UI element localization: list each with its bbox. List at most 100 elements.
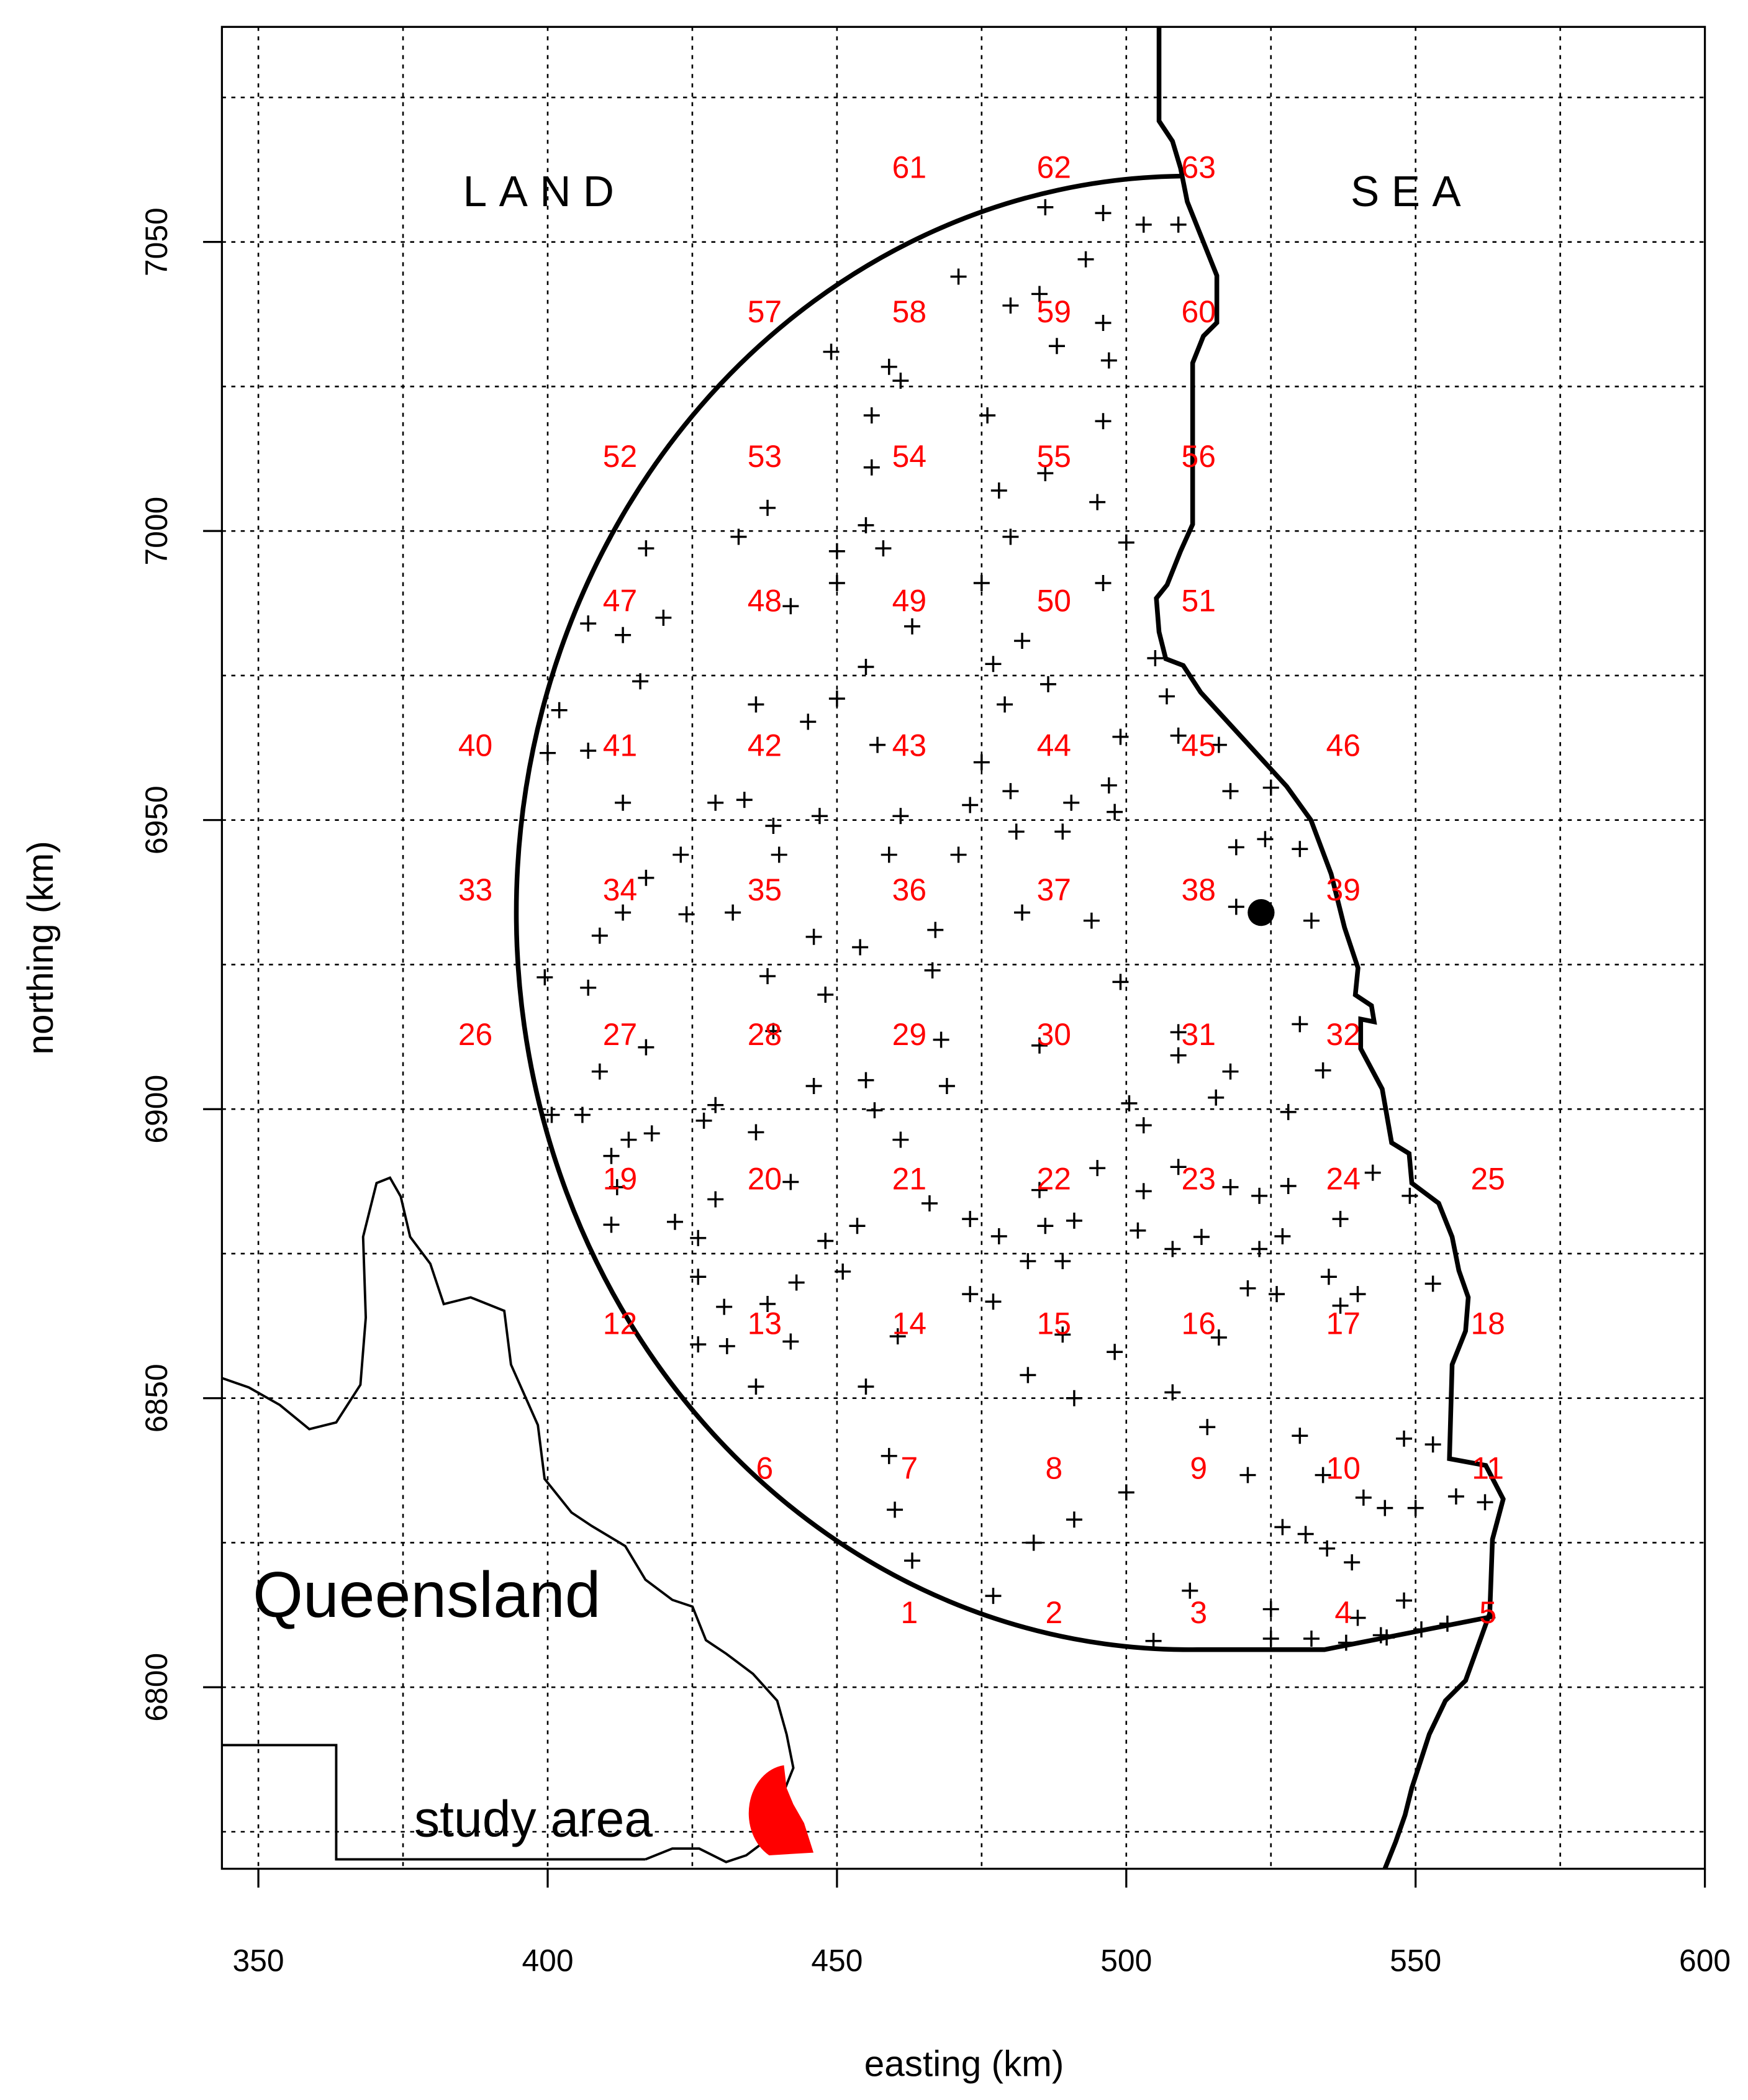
sample-point (869, 736, 886, 753)
sample-point (1199, 1419, 1216, 1436)
sample-point (1477, 1494, 1493, 1511)
sample-point (580, 742, 597, 759)
sample-point (620, 1131, 637, 1148)
sample-point (574, 1107, 591, 1123)
sample-point (962, 797, 979, 813)
sample-point (1379, 1629, 1395, 1646)
sample-point (1239, 1467, 1256, 1483)
sample-point (695, 1112, 712, 1129)
cell-label: 53 (748, 439, 782, 474)
sample-point (759, 968, 776, 985)
cell-label: 55 (1037, 439, 1071, 474)
sample-point (979, 407, 996, 423)
cell-label: 31 (1182, 1017, 1216, 1052)
sample-point (881, 358, 897, 375)
sample-point (1396, 1430, 1413, 1447)
cell-label: 45 (1182, 728, 1216, 763)
sample-point (990, 1228, 1007, 1245)
sample-point (1349, 1609, 1366, 1626)
cell-label: 30 (1037, 1017, 1071, 1052)
sample-point (933, 1031, 949, 1048)
sample-point (1338, 1634, 1354, 1651)
sample-point (716, 1298, 733, 1315)
sample-point (1332, 1211, 1349, 1228)
sample-point (1257, 831, 1274, 848)
sample-point (817, 986, 834, 1003)
sample-point (1095, 413, 1112, 430)
sample-point (1040, 676, 1056, 692)
sample-point (1280, 1103, 1297, 1120)
y-tick-label: 7050 (139, 207, 174, 276)
sample-point (765, 1023, 782, 1039)
cell-label: 4 (1334, 1595, 1352, 1630)
cell-label: 5 (1479, 1595, 1497, 1630)
study-area-label: study area (414, 1791, 653, 1848)
cell-label: 23 (1182, 1162, 1216, 1197)
study-area-shape (748, 1765, 814, 1855)
y-tick-label: 6950 (139, 785, 174, 854)
sample-point (580, 615, 597, 632)
sample-point (1048, 338, 1065, 355)
sample-point (1107, 803, 1123, 820)
sample-point (1319, 1540, 1336, 1557)
sample-point (1031, 1037, 1048, 1054)
cell-label: 21 (892, 1162, 926, 1197)
sample-point (852, 939, 869, 956)
sample-point (1170, 1159, 1187, 1175)
cell-label: 58 (892, 294, 926, 329)
sample-point (1344, 1554, 1361, 1571)
y-tick-label: 6850 (139, 1364, 174, 1432)
sample-point (1303, 1631, 1320, 1647)
sample-point (1135, 1183, 1152, 1200)
cell-label: 20 (748, 1162, 782, 1197)
cell-label: 62 (1037, 150, 1071, 184)
sample-point (718, 1337, 735, 1354)
sample-point (632, 673, 649, 690)
sample-point (1164, 1241, 1181, 1257)
sample-point (1130, 1222, 1146, 1239)
sample-point (805, 1077, 822, 1094)
sample-point (1135, 1117, 1152, 1134)
sample-point (539, 745, 556, 761)
y-tick-label: 6900 (139, 1075, 174, 1144)
sample-point (603, 1216, 620, 1233)
cell-label: 11 (1472, 1451, 1504, 1485)
sample-point (1121, 1095, 1138, 1111)
sample-point (1112, 728, 1129, 745)
cell-label: 50 (1037, 584, 1071, 618)
sample-point (1066, 1511, 1082, 1528)
cell-label: 46 (1326, 728, 1361, 763)
sample-point (1014, 904, 1031, 921)
sample-point (1100, 777, 1117, 794)
sample-point (985, 1588, 1002, 1604)
sample-point (805, 928, 822, 945)
sample-point (1095, 205, 1112, 222)
cell-label: 14 (892, 1306, 926, 1341)
y-tick-label: 7000 (139, 497, 174, 566)
sample-point (828, 690, 845, 707)
sample-point (765, 818, 782, 834)
sample-point (1292, 1428, 1308, 1444)
sample-point (858, 1378, 874, 1395)
sample-point (1402, 1187, 1418, 1204)
sample-point (1274, 1228, 1291, 1245)
sample-point (730, 528, 747, 545)
sample-point (771, 846, 787, 863)
sample-point (1095, 315, 1112, 331)
cell-label: 36 (892, 872, 926, 907)
sample-point (1002, 783, 1019, 800)
sample-point (615, 627, 632, 643)
sample-point (892, 373, 909, 389)
sample-point (1193, 1228, 1210, 1245)
sample-point (707, 1191, 724, 1208)
sample-point (1118, 1484, 1134, 1501)
sample-point (690, 1336, 707, 1353)
sample-point (835, 1263, 851, 1280)
sample-point (643, 1125, 660, 1142)
cell-label: 15 (1037, 1306, 1071, 1341)
sample-point (1066, 1212, 1082, 1229)
x-tick-label: 600 (1679, 1943, 1731, 1978)
sample-point (1447, 1488, 1464, 1505)
sample-point (1135, 216, 1152, 233)
cell-label: 63 (1182, 150, 1216, 184)
